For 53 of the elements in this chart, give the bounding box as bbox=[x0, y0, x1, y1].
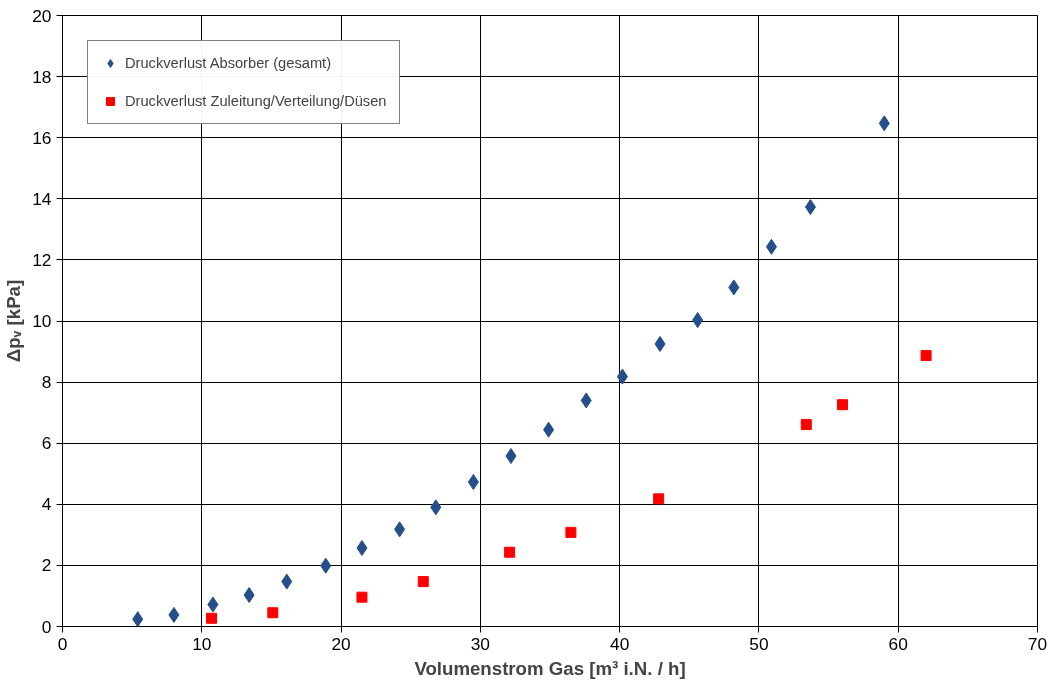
y-axis-title: Δpᵥ [kPa] bbox=[3, 279, 25, 363]
point bbox=[653, 493, 665, 505]
x-tick-label: 50 bbox=[749, 633, 769, 654]
point bbox=[800, 419, 812, 431]
point bbox=[430, 499, 442, 516]
point bbox=[356, 591, 368, 603]
y-tick-label: 4 bbox=[41, 494, 52, 515]
point bbox=[654, 335, 666, 352]
legend-label: Druckverlust Absorber (gesamt) bbox=[125, 55, 332, 71]
point bbox=[467, 474, 479, 490]
point bbox=[837, 399, 848, 411]
point bbox=[356, 539, 368, 556]
point bbox=[580, 392, 592, 409]
point bbox=[543, 421, 555, 438]
y-tick-label: 12 bbox=[32, 249, 52, 270]
point bbox=[504, 546, 516, 558]
y-tick-label: 10 bbox=[32, 311, 52, 331]
legend-label: Druckverlust Zuleitung/Verteilung/Düsen bbox=[125, 93, 387, 109]
y-tick-label: 20 bbox=[32, 5, 52, 26]
point bbox=[394, 521, 406, 538]
point bbox=[281, 573, 293, 590]
point bbox=[206, 612, 218, 624]
y-tick-label: 14 bbox=[32, 188, 52, 209]
y-tick-label: 0 bbox=[41, 616, 52, 637]
point bbox=[168, 606, 180, 623]
point bbox=[728, 279, 740, 296]
point bbox=[132, 611, 144, 627]
x-tick-label: 20 bbox=[331, 633, 351, 654]
x-tick-label: 60 bbox=[888, 633, 908, 654]
x-tick-label: 10 bbox=[192, 633, 212, 654]
x-tick-label: 70 bbox=[1027, 633, 1048, 654]
point bbox=[920, 350, 932, 362]
point bbox=[804, 199, 816, 216]
y-tick-label: 8 bbox=[41, 372, 52, 393]
y-tick-label: 18 bbox=[32, 66, 52, 87]
point bbox=[565, 526, 577, 538]
point bbox=[505, 448, 517, 465]
point bbox=[267, 607, 279, 619]
x-tick-label: 0 bbox=[57, 633, 68, 654]
point bbox=[243, 587, 255, 604]
point bbox=[616, 368, 628, 385]
point bbox=[765, 238, 777, 255]
x-tick-label: 40 bbox=[610, 633, 630, 654]
y-tick-label: 16 bbox=[32, 127, 52, 148]
point bbox=[207, 596, 219, 613]
point bbox=[417, 576, 429, 588]
y-tick-label: 6 bbox=[41, 433, 52, 454]
x-tick-label: 30 bbox=[470, 633, 490, 654]
y-tick-label: 2 bbox=[41, 555, 52, 576]
x-axis-title: Volumenstrom Gas [m³ i.N. / h] bbox=[414, 657, 686, 679]
point bbox=[878, 115, 890, 132]
point bbox=[692, 312, 704, 329]
point bbox=[320, 557, 332, 574]
